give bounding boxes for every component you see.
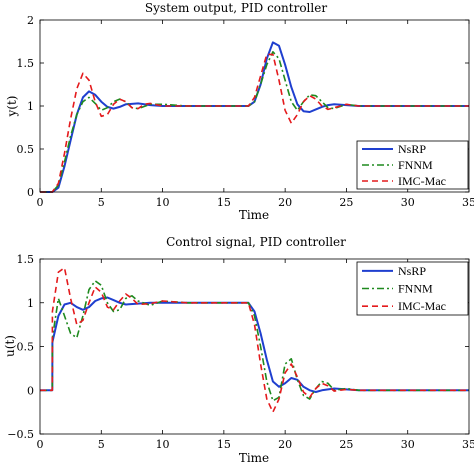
x-tick-label: 0: [37, 438, 44, 451]
legend: NsRP FNNM IMC-Mac: [356, 261, 469, 316]
series-line-imc-mac: [40, 53, 469, 193]
y-axis-label: u(t): [3, 335, 17, 357]
y-tick-label: 0: [27, 186, 34, 199]
x-axis-label: Time: [239, 208, 269, 222]
x-tick-label: 35: [462, 438, 474, 451]
x-tick-label: 25: [339, 196, 353, 209]
y-tick-label: 1.5: [17, 57, 35, 70]
legend-label: NsRP: [398, 142, 426, 156]
legend-label: FNNM: [398, 158, 433, 172]
x-tick-label: 5: [98, 196, 105, 209]
x-tick-label: 20: [278, 196, 292, 209]
y-tick-label: 0.5: [17, 341, 35, 354]
legend: NsRP FNNM IMC-Mac: [356, 140, 469, 190]
x-tick-label: 15: [217, 438, 231, 451]
x-tick-label: 20: [278, 438, 292, 451]
chart-title: Control signal, PID controller: [166, 235, 346, 249]
series-layer: [40, 41, 469, 193]
y-tick-label: 1: [27, 100, 34, 113]
chart-title: System output, PID controller: [145, 1, 327, 15]
y-tick-label: 0.5: [17, 143, 35, 156]
y-tick-label: 2: [27, 14, 34, 27]
x-tick-label: 10: [156, 196, 170, 209]
x-axis-label: Time: [239, 451, 269, 465]
legend-label: NsRP: [398, 264, 426, 278]
tick-layer: 0 5 10 15 20 25 30 35−0.500.511.5: [7, 253, 474, 451]
axes-frame: [39, 19, 470, 193]
x-tick-label: 0: [37, 196, 44, 209]
chart-control-signal: Control signal, PID controller 0 5 10 15 20 2…: [3, 235, 474, 465]
y-tick-label: 1.5: [17, 253, 35, 266]
chart-system-output: System output, PID controller 0 5 10 15 20 25…: [5, 1, 474, 222]
series-layer: [40, 266, 469, 413]
y-tick-label: −0.5: [7, 428, 34, 441]
x-tick-label: 15: [217, 196, 231, 209]
x-tick-label: 30: [401, 196, 415, 209]
x-tick-label: 25: [339, 438, 353, 451]
y-axis-label: y(t): [5, 96, 19, 118]
series-line-fnnm: [40, 50, 469, 193]
series-line-imc-mac: [40, 266, 469, 413]
x-tick-label: 10: [156, 438, 170, 451]
tick-layer: 0 5 10 15 20 25 30 35 0 0.5 1 1.5 2: [17, 14, 474, 209]
y-tick-label: 1: [27, 297, 34, 310]
legend-label: FNNM: [398, 282, 433, 296]
x-tick-label: 5: [98, 438, 105, 451]
x-tick-label: 30: [401, 438, 415, 451]
legend-label: IMC-Mac: [398, 174, 446, 188]
axes-frame: [39, 258, 470, 435]
x-tick-label: 35: [462, 196, 474, 209]
y-tick-label: 0: [27, 384, 34, 397]
legend-label: IMC-Mac: [398, 299, 446, 313]
